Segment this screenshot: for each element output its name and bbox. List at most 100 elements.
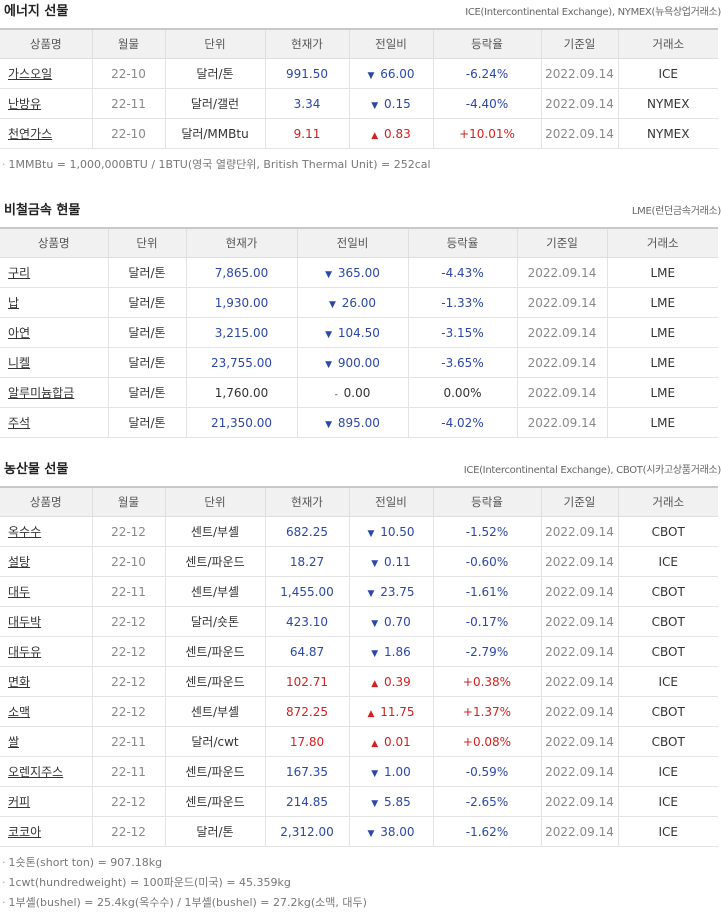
base-date: 2022.09.14 [541,516,619,547]
energy-notes: · 1MMBtu = 1,000,000BTU / 1BTU(영국 열량단위, B… [0,155,721,175]
exchange-cell: CBOT [618,726,718,757]
unit-cell: 달러/톤 [165,816,266,847]
commodity-name-cell: 설탕 [0,546,93,577]
exchange-cell: CBOT [618,606,718,637]
unit-cell: 달러/MMBtu [165,118,266,149]
contract-month: 22-12 [92,516,166,547]
commodity-link[interactable]: 대두박 [8,615,42,629]
column-header: 거래소 [607,228,718,258]
table-row: 오렌지주스 22-11 센트/파운드 167.35 ▼ 1.00 -0.59% 2022.0… [0,756,718,787]
column-header: 상품명 [0,29,93,59]
commodity-link[interactable]: 오렌지주스 [8,765,64,779]
commodity-link[interactable]: 난방유 [8,97,42,111]
agri-table-body: 옥수수 22-12 센트/부셸 682.25 ▼ 10.50 -1.52% 2022.09.… [0,516,718,847]
change-cell: ▼ 0.70 [349,606,434,637]
exchange-cell: ICE [618,786,718,817]
unit-cell: 달러/갤런 [165,88,266,119]
table-row: 쌀 22-11 달러/cwt 17.80 ▲ 0.01 +0.08% 2022.09.14 C… [0,726,718,757]
dash-icon: - [334,389,338,400]
change-value: 26.00 [341,295,377,310]
base-date: 2022.09.14 [541,666,619,697]
change-value: 895.00 [337,415,380,430]
commodity-link[interactable]: 니켈 [8,356,31,370]
column-header: 등락율 [433,487,542,517]
commodity-link[interactable]: 설탕 [8,555,31,569]
current-price: 1,760.00 [186,377,298,408]
column-header: 월물 [92,487,166,517]
exchange-cell: CBOT [618,576,718,607]
commodity-name-cell: 난방유 [0,88,93,119]
base-date: 2022.09.14 [541,726,619,757]
column-header: 전일비 [349,29,434,59]
exchange-cell: LME [607,347,718,378]
commodity-link[interactable]: 대두유 [8,645,42,659]
current-price: 2,312.00 [265,816,350,847]
commodity-link[interactable]: 커피 [8,795,31,809]
change-cell: ▲ 0.83 [349,118,434,149]
triangle-down-icon: ▼ [371,618,379,629]
change-cell: ▼ 900.00 [297,347,409,378]
change-rate: -4.40% [433,88,542,119]
energy-table-header-row: 상품명 월물 단위 현재가 전일비 등락율 기준일 거래소 [0,29,718,59]
commodity-name-cell: 면화 [0,666,93,697]
energy-table: 상품명 월물 단위 현재가 전일비 등락율 기준일 거래소 가스오일 22-10 달러/톤 991.… [0,28,718,149]
exchange-cell: ICE [618,816,718,847]
commodity-link[interactable]: 구리 [8,266,31,280]
current-price: 23,755.00 [186,347,298,378]
change-rate: -4.02% [408,407,518,438]
table-row: 천연가스 22-10 달러/MMBtu 9.11 ▲ 0.83 +10.01% 2022.0… [0,118,718,149]
agri-source: ICE(Intercontinental Exchange), CBOT(시카고… [463,465,721,476]
change-value: 5.85 [384,794,411,809]
current-price: 64.87 [265,636,350,667]
commodity-name-cell: 대두 [0,576,93,607]
change-rate: +1.37% [433,696,542,727]
column-header: 현재가 [186,228,298,258]
commodity-link[interactable]: 코코아 [8,825,42,839]
footnote: · 1MMBtu = 1,000,000BTU / 1BTU(영국 열량단위, B… [2,155,721,175]
commodity-link[interactable]: 주석 [8,416,31,430]
change-rate: -2.79% [433,636,542,667]
column-header: 등락율 [433,29,542,59]
change-value: 0.11 [384,554,411,569]
commodity-link[interactable]: 가스오일 [8,67,53,81]
contract-month: 22-12 [92,666,166,697]
metals-header: 비철금속 현물 LME(런던금속거래소) [0,201,721,227]
change-cell: ▼ 0.11 [349,546,434,577]
table-row: 코코아 22-12 달러/톤 2,312.00 ▼ 38.00 -1.62% 2022.09… [0,816,718,847]
contract-month: 22-10 [92,58,166,89]
base-date: 2022.09.14 [517,347,608,378]
contract-month: 22-12 [92,696,166,727]
commodity-name-cell: 대두박 [0,606,93,637]
commodity-link[interactable]: 소맥 [8,705,31,719]
change-value: 0.00 [343,385,371,400]
base-date: 2022.09.14 [541,118,619,149]
exchange-cell: LME [607,257,718,288]
contract-month: 22-11 [92,756,166,787]
commodity-name-cell: 대두유 [0,636,93,667]
change-rate: -2.65% [433,786,542,817]
agri-title: 농산물 선물 [4,462,69,477]
footnote: · 1cwt(hundredweight) = 100파운드(미국) = 45.3… [2,873,721,893]
change-rate: -3.65% [408,347,518,378]
contract-month: 22-12 [92,786,166,817]
commodity-link[interactable]: 납 [8,296,20,310]
triangle-up-icon: ▲ [371,130,379,141]
exchange-cell: NYMEX [618,118,718,149]
table-row: 설탕 22-10 센트/파운드 18.27 ▼ 0.11 -0.60% 2022.09.14… [0,546,718,577]
base-date: 2022.09.14 [541,786,619,817]
commodity-link[interactable]: 알루미늄합금 [8,386,75,400]
commodity-link[interactable]: 아연 [8,326,31,340]
table-row: 니켈 달러/톤 23,755.00 ▼ 900.00 -3.65% 2022.09.14 L… [0,347,718,378]
unit-cell: 달러/톤 [165,58,266,89]
column-header: 단위 [108,228,187,258]
change-rate: -3.15% [408,317,518,348]
change-value: 0.83 [384,126,411,141]
commodity-link[interactable]: 대두 [8,585,31,599]
commodity-link[interactable]: 면화 [8,675,31,689]
change-value: 0.01 [384,734,411,749]
commodity-link[interactable]: 옥수수 [8,525,42,539]
commodity-link[interactable]: 쌀 [8,735,20,749]
change-rate: 0.00% [408,377,518,408]
commodity-link[interactable]: 천연가스 [8,127,53,141]
change-cell: ▲ 0.01 [349,726,434,757]
